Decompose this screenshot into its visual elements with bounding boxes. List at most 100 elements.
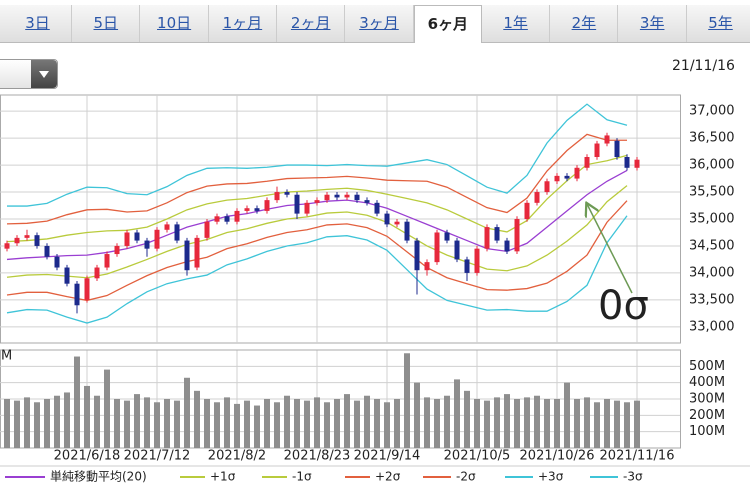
volume-bar [514, 399, 520, 448]
volume-bar [564, 382, 570, 448]
volume-bar [174, 400, 180, 448]
candle-body [124, 232, 130, 246]
volume-bar [444, 395, 450, 448]
legend-label: -2σ [456, 470, 476, 484]
volume-bar [224, 397, 230, 448]
y-tick-label: 400M [689, 375, 725, 390]
dropdown[interactable] [0, 59, 58, 89]
volume-bar [194, 390, 200, 448]
volume-bar [614, 400, 620, 448]
candle-body [234, 210, 240, 222]
candle-body [154, 229, 160, 249]
tab[interactable]: 1年 [482, 5, 551, 42]
candle-body [604, 135, 610, 144]
candle-body [24, 235, 30, 238]
y-tick-label: 33,000 [689, 319, 735, 334]
band-line [6, 200, 628, 302]
candle-body [544, 181, 550, 193]
candle-body [44, 245, 50, 257]
candle-body [194, 237, 200, 268]
volume-bar [144, 397, 150, 448]
tab[interactable]: 10日 [141, 5, 209, 42]
volume-bar [634, 400, 640, 448]
volume-bar [124, 400, 130, 448]
candle-body [14, 237, 20, 244]
candle-body [464, 259, 470, 273]
candle-body [134, 232, 140, 241]
volume-bar [54, 395, 60, 448]
tab[interactable]: 3日 [4, 5, 72, 42]
candle-body [34, 235, 40, 246]
candle-body [224, 216, 230, 222]
tab[interactable]: 6ヶ月 [413, 5, 482, 43]
x-tick-label: 2021/8/2 [208, 449, 266, 464]
x-tick-label: 2021/6/18 [54, 449, 121, 464]
legend-label: +3σ [538, 470, 564, 484]
volume-bar [84, 385, 90, 448]
candle-body [74, 283, 80, 306]
legend-label: -3σ [623, 470, 643, 484]
volume-bar [524, 397, 530, 448]
volume-bar [24, 397, 30, 448]
tab[interactable]: 5日 [72, 5, 141, 42]
y-tick-label: 35,500 [689, 185, 735, 200]
candle-body [404, 221, 410, 241]
dropdown-button[interactable] [31, 60, 57, 88]
volume-bar [404, 353, 410, 448]
tab[interactable]: 3年 [619, 5, 687, 42]
candle-body [144, 240, 150, 249]
candle-body [384, 213, 390, 225]
candle-body [584, 157, 590, 168]
x-tick-label: 2021/9/14 [354, 449, 421, 464]
candle-body [104, 254, 110, 268]
candle-body [434, 232, 440, 263]
y-tick-label: 34,000 [689, 265, 735, 280]
band-line [6, 185, 628, 279]
volume-bar [44, 399, 50, 448]
x-tick-label: 2021/11/16 [600, 449, 675, 464]
candle-body [634, 159, 640, 168]
volume-bar [294, 399, 300, 448]
candle-body [54, 256, 60, 268]
candle-body [494, 227, 500, 241]
volume-bar [114, 399, 120, 448]
volume-bar [464, 390, 470, 448]
volume-bar [34, 402, 40, 448]
volume-bar [234, 403, 240, 448]
tab[interactable]: 3ヶ月 [346, 5, 414, 42]
y-tick-label: 36,000 [689, 158, 735, 173]
volume-bar [384, 402, 390, 448]
candle-body [474, 248, 480, 273]
volume-bar [434, 399, 440, 448]
candle-body [594, 143, 600, 157]
candle-body [204, 221, 210, 238]
tab[interactable]: 5年 [687, 5, 750, 42]
legend-label: -1σ [292, 470, 312, 484]
candle-body [214, 216, 220, 222]
tab[interactable]: 1ヶ月 [209, 5, 277, 42]
candle-body [254, 208, 260, 211]
date: 21/11/16 [672, 58, 735, 74]
volume-bar [334, 399, 340, 448]
candle-body [114, 245, 120, 255]
band-line [7, 103, 628, 207]
x-tick-label: 2021/8/23 [284, 449, 351, 464]
candle-body [514, 219, 520, 252]
volume-bar [484, 400, 490, 448]
y-tick-label: 200M [689, 408, 725, 423]
tab[interactable]: 2年 [550, 5, 619, 42]
volume-bar [304, 400, 310, 448]
volume-bar [274, 402, 280, 448]
volume-bar [64, 392, 70, 448]
volume-bar [494, 397, 500, 448]
candle-body [284, 192, 290, 195]
candle-body [84, 278, 90, 300]
volume-bar [534, 395, 540, 448]
volume-bar [264, 399, 270, 448]
volume-bar [394, 399, 400, 448]
tab[interactable]: 2ヶ月 [277, 5, 346, 42]
annotation: 0σ [598, 283, 649, 329]
candle-body [414, 240, 420, 271]
candle-body [364, 200, 370, 203]
